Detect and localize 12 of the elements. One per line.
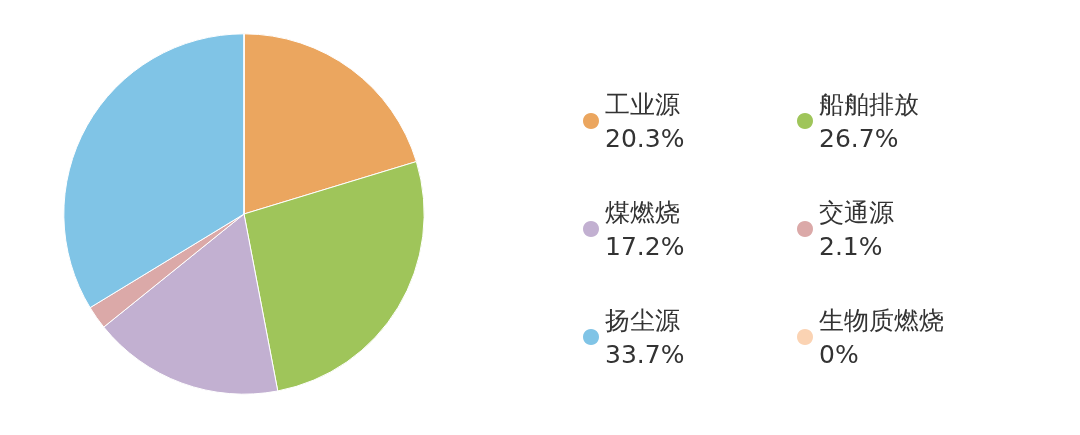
legend-label: 煤燃烧	[605, 197, 680, 227]
legend-label: 扬尘源	[605, 305, 680, 335]
text: 0%	[819, 339, 859, 369]
legend-label: 船舶排放	[819, 89, 919, 119]
legend-label: 工业源	[605, 89, 680, 119]
data-label: 20.3%	[605, 123, 685, 153]
legend-label: 交通源	[819, 197, 894, 227]
data-label: 17.2%	[605, 231, 685, 261]
legend-label: 生物质燃烧	[819, 305, 944, 335]
data-label: 2.1%	[819, 231, 883, 261]
data-label: 33.7%	[605, 339, 685, 369]
data-label: 26.7%	[819, 123, 899, 153]
